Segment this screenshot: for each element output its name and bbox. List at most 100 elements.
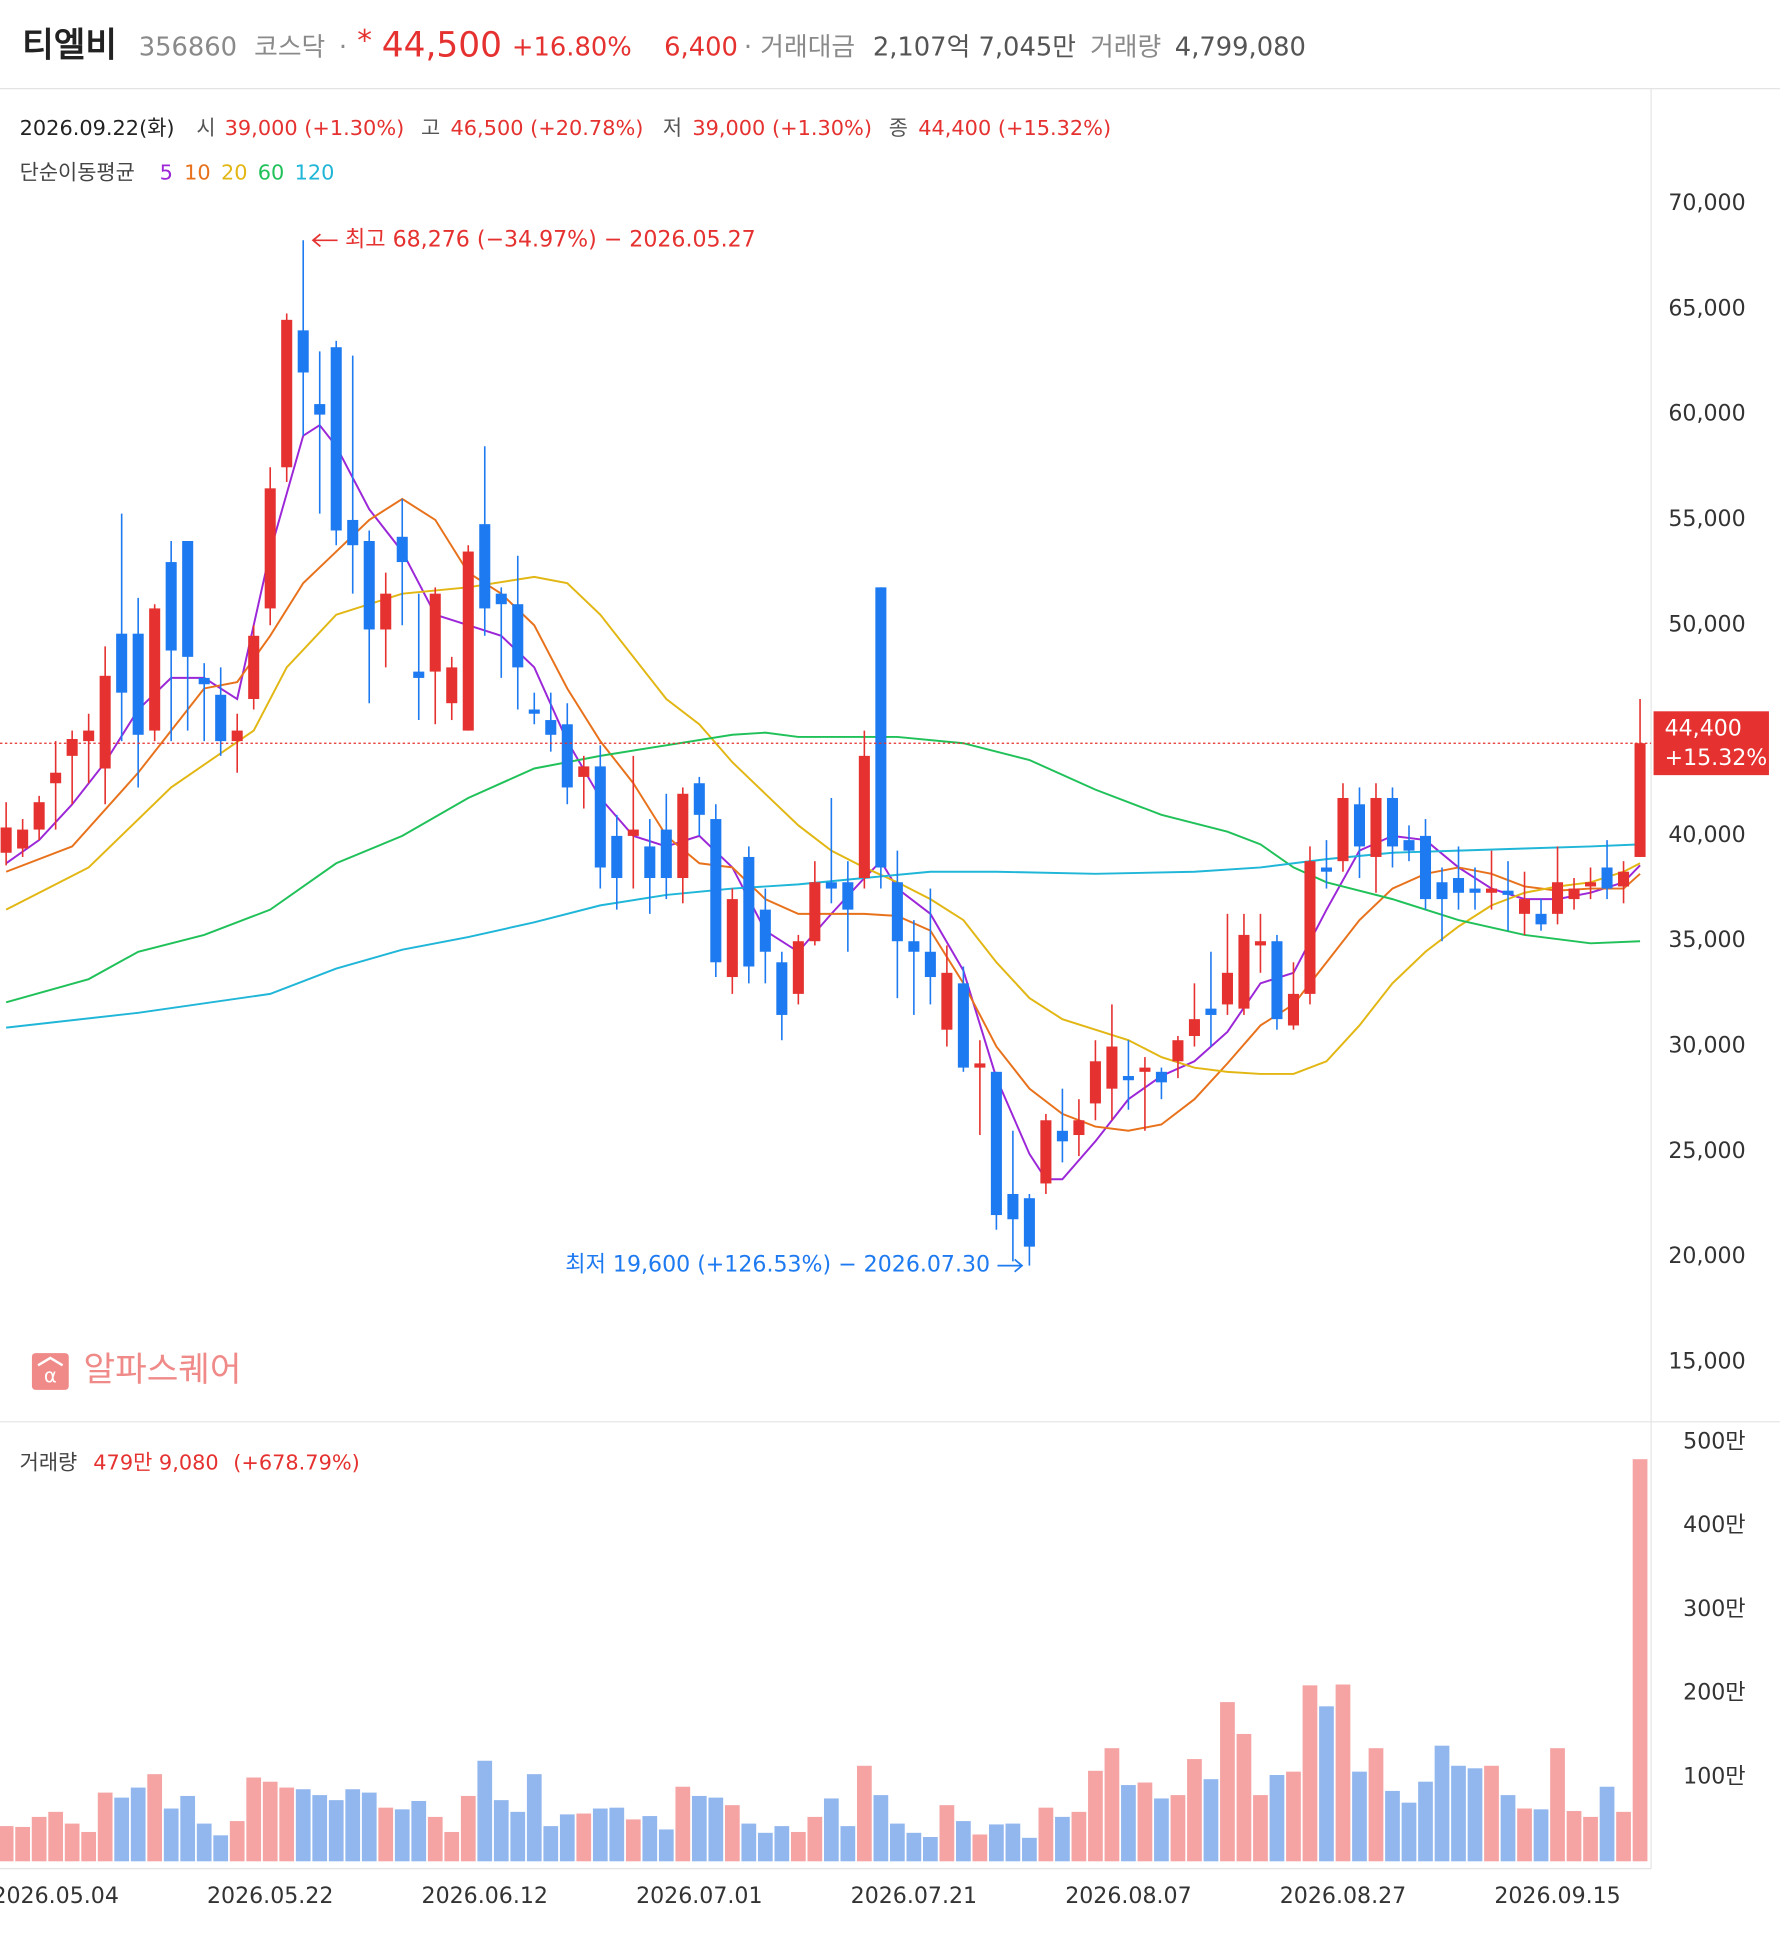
volume-bar — [246, 1777, 262, 1862]
x-tick-label: 2026.09.15 — [1494, 1883, 1620, 1909]
candle-body — [0, 827, 12, 853]
y-tick-label: 200만 — [1683, 1680, 1745, 1706]
volume-bar — [890, 1823, 905, 1862]
candle-body — [726, 899, 738, 978]
volume-last: 479만 9,080 — [93, 1451, 218, 1475]
candle-body — [281, 319, 293, 468]
candle-body — [149, 608, 161, 731]
volume-bar — [526, 1774, 542, 1862]
volume-bar — [576, 1813, 592, 1862]
candle-body — [33, 802, 45, 830]
volume-label: 거래량 — [1090, 33, 1161, 63]
candle-body — [710, 819, 722, 963]
last-price-box — [1653, 711, 1769, 776]
volume-bar — [493, 1800, 509, 1862]
volume-bar — [625, 1819, 641, 1862]
volume-bar — [840, 1826, 856, 1862]
volume-bar — [956, 1821, 971, 1862]
candle-body — [1106, 1046, 1118, 1089]
candle-body — [248, 635, 260, 699]
y-tick-label: 35,000 — [1668, 927, 1745, 953]
last-price-label: 44,400 — [1665, 716, 1742, 742]
legend-entry: 5 — [160, 160, 173, 184]
volume-bar — [163, 1808, 179, 1862]
candle-body — [1634, 743, 1646, 857]
volume-bar — [427, 1816, 443, 1862]
legend-entry: 120 — [295, 160, 335, 184]
y-tick-label: 25,000 — [1668, 1138, 1745, 1164]
candle-body — [215, 694, 227, 742]
volume-bar — [559, 1814, 575, 1862]
candle-body — [50, 772, 62, 784]
candle-body — [297, 330, 309, 373]
volume-bar — [312, 1795, 328, 1862]
candle-body — [83, 730, 95, 742]
candle-body — [677, 793, 689, 879]
annotation-arrow — [311, 233, 338, 248]
candle-body — [1122, 1076, 1134, 1081]
candle-body — [858, 755, 870, 879]
candle-body — [314, 404, 326, 415]
volume-bar — [444, 1831, 460, 1862]
volume-title: 거래량 — [20, 1451, 78, 1475]
candle-body — [1023, 1198, 1035, 1247]
legend-entry: 20 — [221, 160, 248, 184]
volume-bar — [361, 1792, 377, 1862]
change-pct: +16.80% — [512, 33, 632, 63]
candle-body — [908, 941, 920, 952]
volume-bar — [1566, 1811, 1582, 1862]
volume-bar — [1269, 1774, 1285, 1862]
volume-bar — [856, 1765, 872, 1862]
candle-body — [1056, 1130, 1068, 1142]
x-tick-label: 2026.08.27 — [1280, 1883, 1406, 1909]
volume-bar — [790, 1831, 806, 1862]
volume-bar — [906, 1832, 922, 1862]
volume-bar — [1550, 1748, 1565, 1862]
candle-body — [495, 593, 507, 605]
volume-bar — [939, 1805, 955, 1862]
volume-bar — [1319, 1706, 1334, 1862]
volume-bar — [213, 1835, 229, 1862]
candle-body — [512, 604, 524, 668]
volume-bar — [180, 1795, 196, 1862]
volume-bar — [1170, 1795, 1186, 1862]
volume-bar — [1236, 1733, 1252, 1862]
candle-body — [759, 909, 771, 952]
volume-bar — [196, 1823, 212, 1862]
candle-body — [132, 633, 144, 735]
volume-bar — [1467, 1768, 1483, 1862]
stock-code: 356860 — [139, 33, 237, 63]
legend-entry: 60 — [258, 160, 285, 184]
volume-bar — [394, 1809, 410, 1862]
candle-body — [990, 1071, 1002, 1216]
volume-bar — [1434, 1745, 1450, 1862]
volume-bar — [411, 1800, 427, 1862]
y-tick-label: 55,000 — [1668, 506, 1745, 532]
candle-body — [1452, 878, 1465, 893]
volume-bar — [1055, 1816, 1070, 1862]
volume-bar — [477, 1760, 493, 1862]
volume-bar — [262, 1781, 278, 1862]
volume-bar — [130, 1787, 146, 1862]
ma-line — [5, 731, 1641, 1004]
volume-bar — [48, 1811, 64, 1862]
x-tick-label: 2026.05.22 — [207, 1883, 333, 1909]
y-tick-label: 500만 — [1683, 1428, 1745, 1454]
candle-body — [594, 766, 606, 868]
volume-bar — [1616, 1811, 1631, 1862]
volume-bar — [691, 1795, 707, 1862]
volume-bar — [460, 1795, 476, 1862]
volume-bar — [1418, 1781, 1433, 1862]
x-tick-label: 2026.07.21 — [851, 1883, 977, 1909]
candle-body — [891, 882, 903, 942]
candle-body — [1618, 871, 1630, 887]
volume-bar — [147, 1774, 163, 1862]
star: * — [357, 24, 372, 58]
candle-body — [924, 951, 936, 978]
candle-body — [776, 962, 788, 1015]
candle-body — [809, 882, 821, 942]
change: 6,400 — [664, 33, 738, 63]
candle-body — [1007, 1193, 1019, 1220]
